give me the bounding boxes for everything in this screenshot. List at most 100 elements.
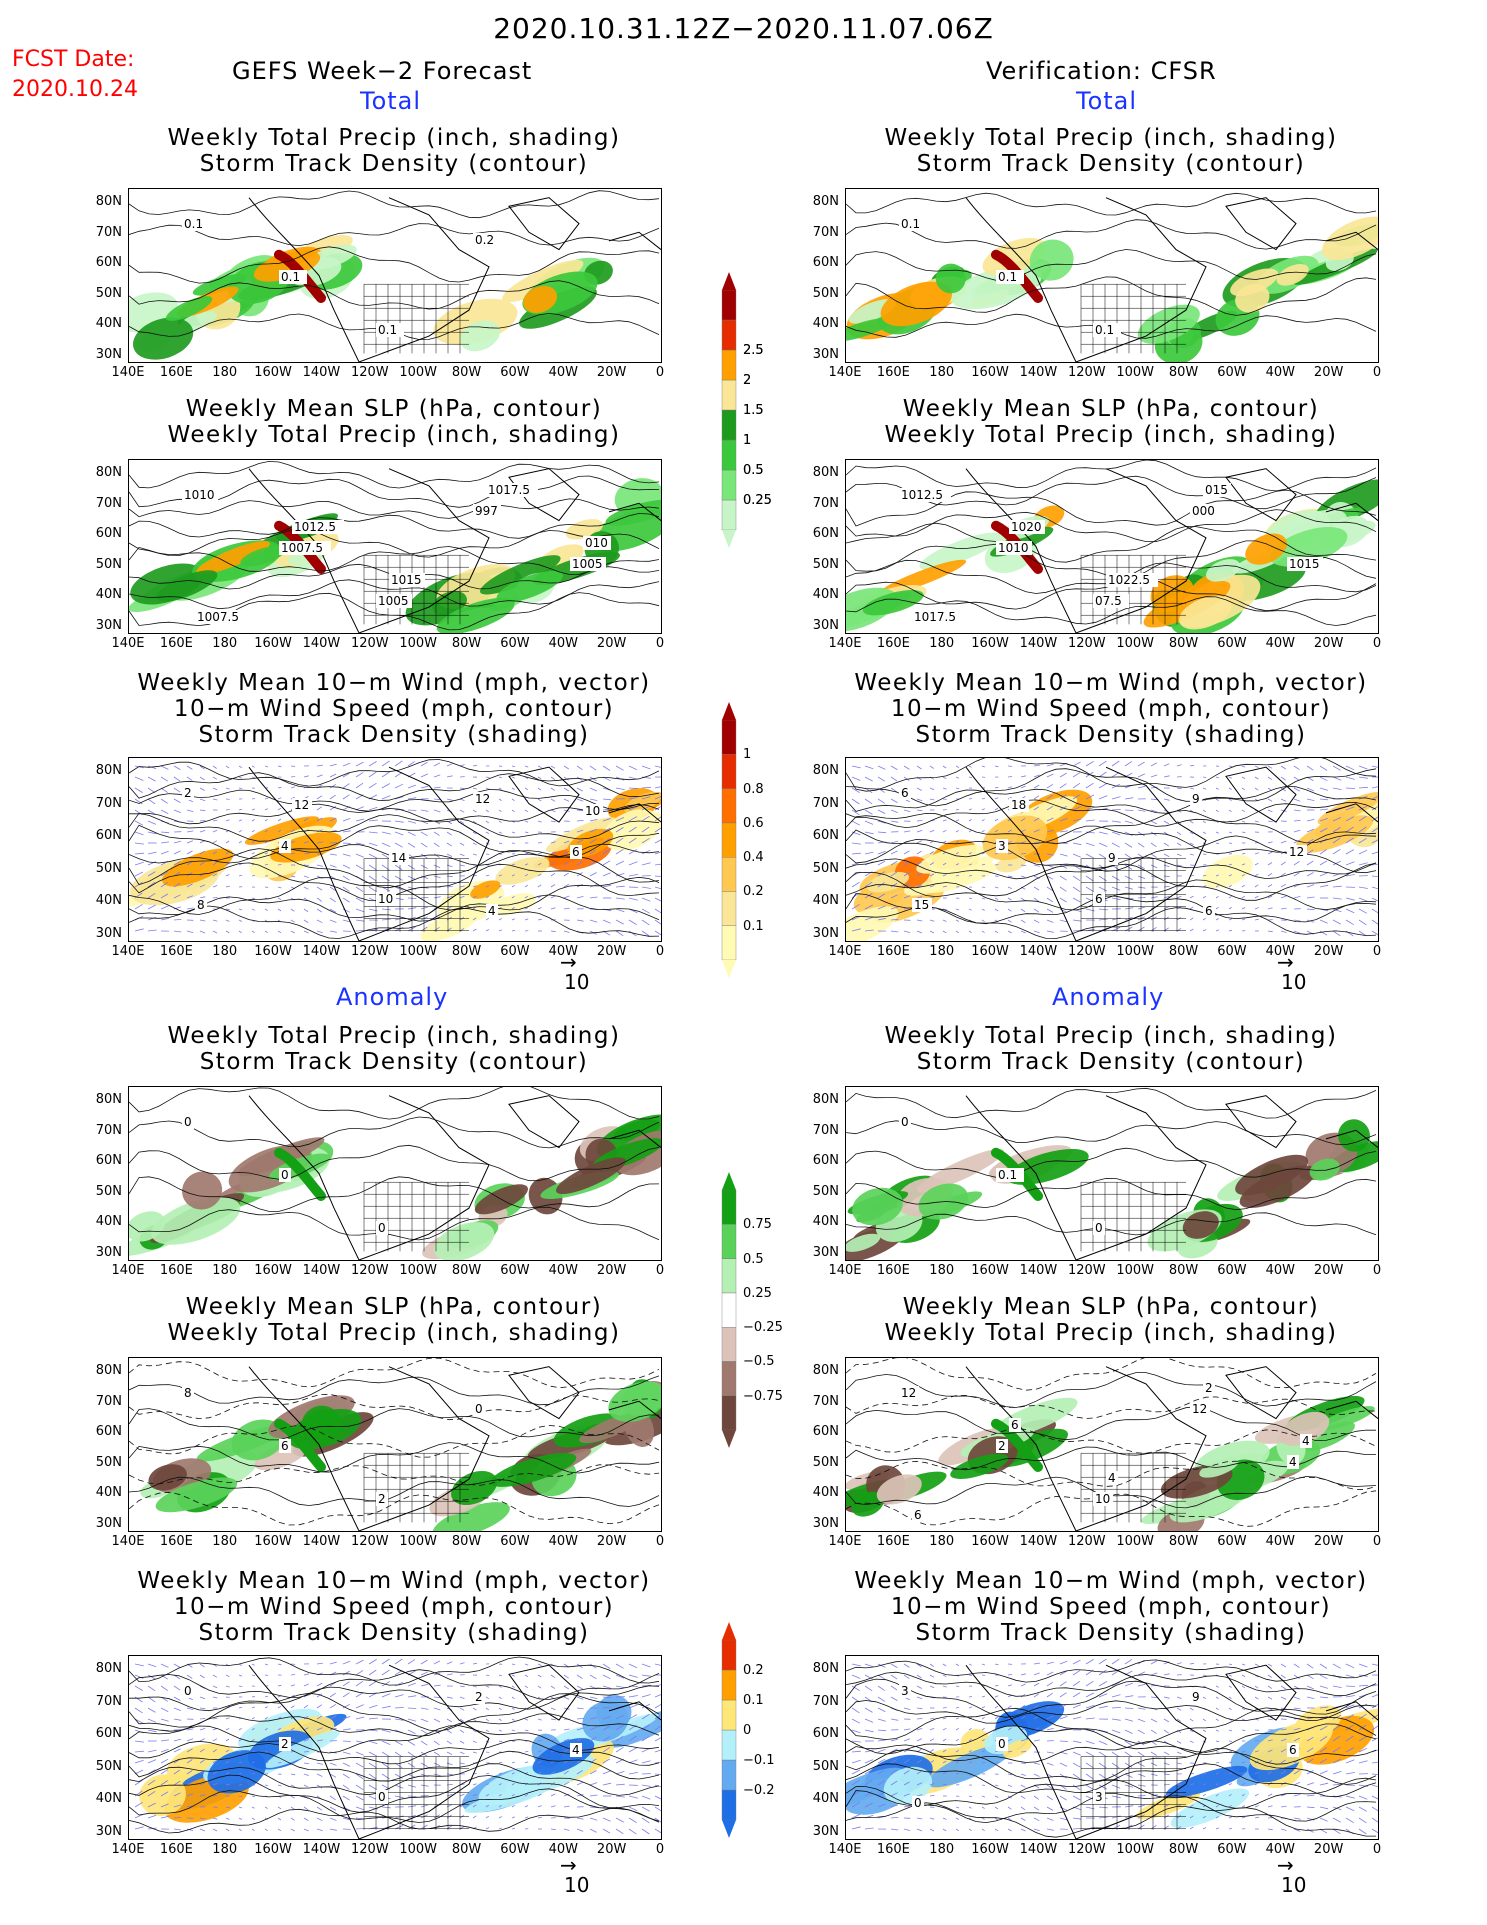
wind-vector xyxy=(968,863,972,866)
wind-vector xyxy=(147,809,156,815)
wind-vector xyxy=(1150,1672,1158,1676)
wind-vector xyxy=(186,1770,193,1775)
contour-line xyxy=(129,876,660,915)
colorbar-segment xyxy=(721,925,737,961)
wind-vector xyxy=(1332,817,1342,822)
colorbar-label: 1 xyxy=(743,433,752,448)
contour-label: 12 xyxy=(475,792,490,806)
contour-line xyxy=(846,1490,1377,1527)
lat-tick-label: 70N xyxy=(812,1693,839,1709)
wind-vector xyxy=(1280,765,1287,770)
wind-vector xyxy=(890,882,898,888)
fcst-date-value: 2020.10.24 xyxy=(12,77,138,102)
shading-region xyxy=(614,1119,661,1141)
wind-vector xyxy=(1085,1680,1094,1687)
wind-vector xyxy=(1306,849,1314,855)
lon-tick-label: 160W xyxy=(254,1263,292,1278)
lon-tick-label: 180 xyxy=(929,365,955,380)
wind-vector xyxy=(1072,1762,1081,1768)
lon-tick-label: 160W xyxy=(971,1534,1009,1549)
wind-vector xyxy=(394,1707,404,1709)
wind-vector xyxy=(890,1817,899,1819)
wind-vector xyxy=(1228,1696,1232,1700)
wind-vector xyxy=(446,1661,453,1665)
wind-vector xyxy=(1293,930,1301,934)
wind-vector xyxy=(407,842,416,848)
wind-vector xyxy=(303,853,310,855)
wind-vector xyxy=(877,1758,886,1764)
wind-vector xyxy=(199,765,205,770)
wind-vector xyxy=(173,787,181,793)
contour-label-bg xyxy=(473,792,493,806)
wind-vector xyxy=(890,1804,899,1808)
colorbar-segment xyxy=(721,1699,737,1731)
colorbar-max-triangle xyxy=(722,272,736,290)
contour-label-bg xyxy=(1093,1790,1105,1804)
wind-vector xyxy=(407,1740,416,1746)
lon-tick-label: 160W xyxy=(971,365,1009,380)
wind-vector xyxy=(498,831,502,834)
wind-vector xyxy=(511,895,515,899)
wind-vector xyxy=(329,1762,337,1766)
wind-vector xyxy=(1137,773,1146,778)
wind-vector xyxy=(160,765,169,770)
wind-vector xyxy=(563,776,569,781)
wind-vector xyxy=(186,907,194,910)
wind-vector xyxy=(1137,809,1146,812)
wind-vector xyxy=(1098,1669,1107,1676)
wind-vector xyxy=(628,930,637,937)
wind-vector xyxy=(264,829,268,833)
wind-vector xyxy=(929,1727,935,1731)
wind-vector xyxy=(147,1707,156,1713)
wind-vector xyxy=(1306,860,1314,866)
wind-vector xyxy=(1254,918,1259,921)
wind-vector xyxy=(602,919,611,924)
wind-vector xyxy=(1046,773,1054,778)
lon-tick-label: 160E xyxy=(876,944,910,959)
wind-vector xyxy=(251,1717,255,1720)
wind-vector xyxy=(877,1685,885,1691)
lat-tick-label: 80N xyxy=(95,763,122,778)
wind-vector xyxy=(1046,1692,1053,1698)
wind-vector xyxy=(615,848,624,855)
shading-region xyxy=(916,844,985,874)
wind-vector xyxy=(134,1707,143,1714)
colorbar-label: 0.8 xyxy=(743,781,764,797)
panel-title-line: Weekly Total Precip (inch, shading) xyxy=(167,1023,621,1049)
wind-vector xyxy=(472,820,477,824)
panel-title-line: Storm Track Density (contour) xyxy=(916,151,1306,177)
shading-region xyxy=(523,285,558,314)
wind-vector xyxy=(1241,1816,1246,1819)
wind-vector xyxy=(225,1749,230,1753)
wind-vector xyxy=(134,871,144,877)
contour-line xyxy=(846,1394,1377,1420)
wind-vector xyxy=(994,908,999,912)
wind-vector xyxy=(212,1696,218,1699)
wind-vector xyxy=(524,776,529,779)
wind-vector xyxy=(1345,1817,1354,1824)
wind-vector xyxy=(563,1793,570,1797)
wind-vector xyxy=(381,795,391,800)
wind-vector xyxy=(537,862,542,866)
wind-vector xyxy=(420,761,428,767)
wind-vector xyxy=(628,1695,638,1698)
wind-vector xyxy=(1254,765,1259,768)
wind-vector xyxy=(394,1784,404,1789)
wind-vector xyxy=(342,864,351,869)
wind-vector xyxy=(890,894,898,899)
wind-vector xyxy=(524,1761,529,1764)
wind-vector xyxy=(981,886,986,888)
wind-vector xyxy=(903,930,911,933)
wind-vector xyxy=(968,798,973,800)
wind-vector xyxy=(498,1718,502,1721)
wind-vector xyxy=(472,1707,477,1711)
wind-vector xyxy=(602,1663,611,1669)
wind-vector xyxy=(602,798,612,801)
lon-tick-label: 20W xyxy=(596,1842,627,1857)
wind-vector xyxy=(355,1716,365,1720)
wind-vector xyxy=(1150,774,1158,778)
wind-vector xyxy=(212,1674,218,1678)
wind-vector xyxy=(641,1703,651,1709)
wind-vector xyxy=(1241,787,1246,791)
wind-vector xyxy=(1228,907,1232,910)
